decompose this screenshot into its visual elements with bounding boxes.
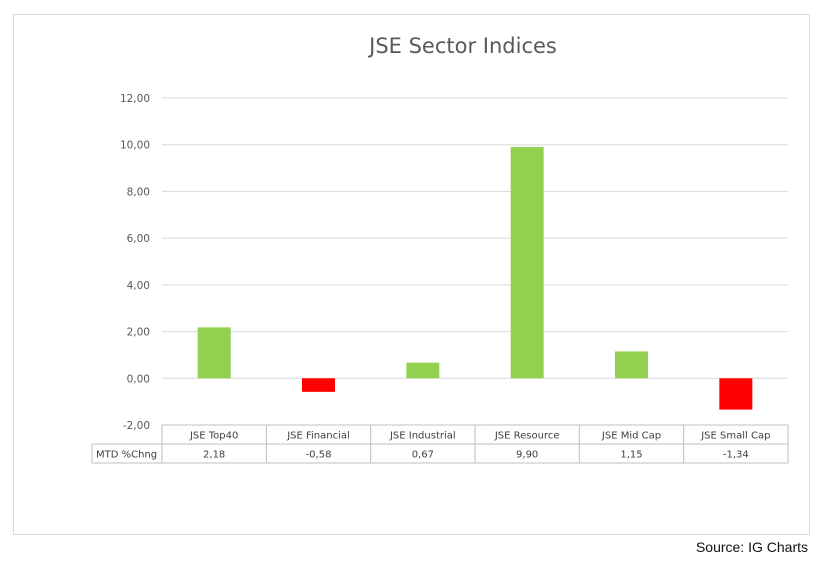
y-tick-label: 4,00 (127, 280, 150, 292)
category-label: JSE Financial (286, 431, 350, 442)
chart-title: JSE Sector Indices (367, 34, 557, 58)
data-label: 2,18 (203, 450, 225, 461)
y-tick-label: 6,00 (127, 233, 150, 245)
category-label: JSE Small Cap (700, 431, 770, 442)
bar (197, 327, 231, 379)
category-label: JSE Top40 (189, 431, 238, 442)
category-label: JSE Industrial (389, 431, 456, 442)
source-note: Source: IG Charts (695, 539, 808, 555)
y-tick-label: 8,00 (127, 186, 150, 198)
y-tick-label: 10,00 (120, 140, 150, 152)
data-label: 0,67 (412, 450, 434, 461)
bar (406, 362, 440, 379)
y-tick-label: 2,00 (127, 327, 150, 339)
chart-frame (13, 14, 810, 535)
bar (615, 351, 648, 379)
bar (719, 378, 753, 410)
data-label: 1,15 (620, 450, 642, 461)
y-tick-label: 0,00 (127, 373, 150, 385)
y-tick-label: -2,00 (123, 420, 150, 432)
data-label: -0,58 (306, 450, 332, 461)
bar (510, 147, 544, 379)
category-label: JSE Mid Cap (601, 431, 661, 442)
data-table: JSE Top40 JSE Financial JSE Industrial JSE … (91, 424, 789, 464)
y-axis-ticks: -2,00 0,00 2,00 4,00 6,00 8,00 10,00 12,00 (120, 93, 150, 432)
category-label: JSE Resource (494, 431, 560, 442)
y-tick-label: 12,00 (120, 93, 150, 105)
series-name-label: MTD %Chng (96, 450, 157, 461)
data-label: -1,34 (723, 450, 749, 461)
data-label: 9,90 (516, 450, 538, 461)
bar (302, 378, 335, 392)
bars (197, 147, 753, 410)
gridlines (162, 97, 788, 379)
